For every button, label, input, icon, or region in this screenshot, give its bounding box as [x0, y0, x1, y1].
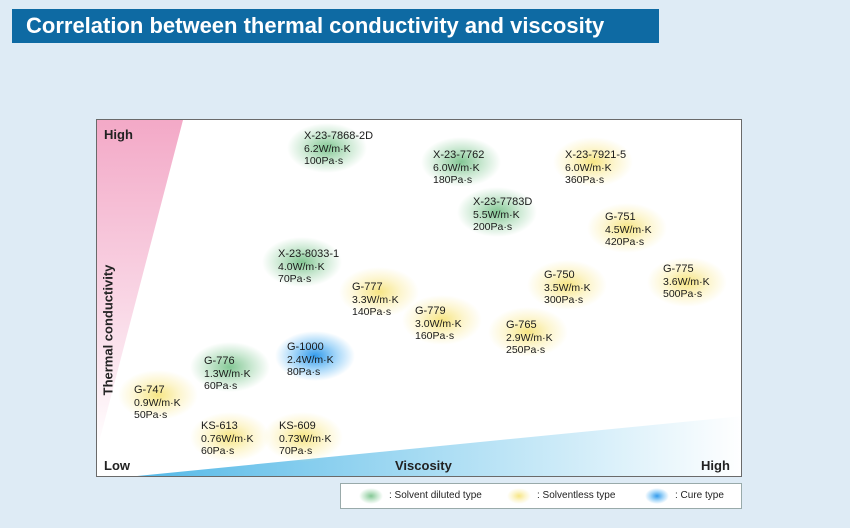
data-point-marker: [553, 137, 633, 187]
data-point-viscosity: 60Pa·s: [204, 380, 238, 392]
data-point-thermal-conductivity: 2.9W/m·K: [506, 331, 553, 344]
data-point-marker: [457, 187, 537, 237]
data-point-thermal-conductivity: 2.4W/m·K: [287, 353, 334, 366]
data-point-viscosity: 250Pa·s: [506, 344, 546, 356]
data-point-label: X-23-7762 6.0W/m·K 180Pa·s: [433, 149, 484, 187]
x-axis-high-label: High: [701, 458, 730, 473]
data-point-label: X-23-7783D 5.5W/m·K 200Pa·s: [473, 196, 532, 234]
chart-area: High Low Viscosity High Thermal conducti…: [96, 119, 742, 477]
data-point-viscosity: 80Pa·s: [287, 366, 321, 378]
data-point-viscosity: 60Pa·s: [201, 445, 235, 457]
data-point-viscosity: 420Pa·s: [605, 236, 645, 248]
legend-label: : Solventless type: [537, 490, 616, 501]
thermal-wedge: [97, 120, 183, 450]
data-point-label: G-1000 2.4W/m·K 80Pa·s: [287, 341, 334, 379]
data-point-marker: [587, 203, 667, 253]
data-point-name: X-23-7762: [433, 149, 485, 161]
data-point-marker: [287, 123, 367, 173]
x-axis-low-label: Low: [104, 458, 130, 473]
data-point-marker: [190, 342, 270, 392]
data-point-thermal-conductivity: 6.0W/m·K: [433, 161, 480, 174]
chart-title: Correlation between thermal conductivity…: [12, 9, 659, 43]
gradient-wedges: [97, 120, 741, 476]
data-point-name: KS-613: [201, 420, 238, 432]
data-point-thermal-conductivity: 3.6W/m·K: [663, 275, 710, 288]
legend-label: : Cure type: [675, 490, 724, 501]
data-point-name: G-777: [352, 281, 383, 293]
data-point-viscosity: 160Pa·s: [415, 330, 455, 342]
data-point-label: X-23-7921-5 6.0W/m·K 360Pa·s: [565, 149, 626, 187]
data-point-marker: [421, 137, 501, 187]
data-point-viscosity: 180Pa·s: [433, 174, 473, 186]
data-point-name: G-751: [605, 211, 636, 223]
data-point-marker: [275, 331, 355, 381]
data-point-viscosity: 200Pa·s: [473, 221, 513, 233]
data-point-thermal-conductivity: 0.76W/m·K: [201, 432, 254, 445]
data-point-marker: [527, 260, 607, 310]
data-point-name: X-23-8033-1: [278, 248, 340, 260]
data-point-label: G-747 0.9W/m·K 50Pa·s: [134, 384, 181, 422]
data-point-thermal-conductivity: 4.5W/m·K: [605, 223, 652, 236]
data-point-marker: [647, 257, 727, 307]
data-point-marker: [190, 412, 270, 462]
data-point-viscosity: 50Pa·s: [134, 409, 168, 421]
data-point-marker: [488, 307, 568, 357]
data-point-viscosity: 140Pa·s: [352, 306, 392, 318]
data-point-label: G-779 3.0W/m·K 160Pa·s: [415, 305, 462, 343]
legend-swatch: [507, 488, 531, 504]
data-point-name: X-23-7921-5: [565, 149, 627, 161]
data-point-name: G-779: [415, 305, 446, 317]
data-point-marker: [262, 237, 342, 287]
data-point-label: G-750 3.5W/m·K 300Pa·s: [544, 269, 591, 307]
data-point-marker: [118, 370, 198, 420]
legend-swatch: [359, 488, 383, 504]
data-point-label: G-751 4.5W/m·K 420Pa·s: [605, 211, 652, 249]
data-point-viscosity: 70Pa·s: [278, 273, 312, 285]
data-point-thermal-conductivity: 5.5W/m·K: [473, 208, 520, 221]
data-point-thermal-conductivity: 3.5W/m·K: [544, 281, 591, 294]
x-axis-title: Viscosity: [395, 458, 452, 473]
data-point-name: G-776: [204, 355, 235, 367]
data-point-thermal-conductivity: 6.2W/m·K: [304, 142, 351, 155]
data-point-thermal-conductivity: 0.9W/m·K: [134, 396, 181, 409]
data-point-viscosity: 100Pa·s: [304, 155, 344, 167]
data-point-viscosity: 500Pa·s: [663, 288, 703, 300]
data-point-viscosity: 70Pa·s: [279, 445, 313, 457]
data-point-name: X-23-7868-2D: [304, 130, 374, 142]
data-point-label: G-776 1.3W/m·K 60Pa·s: [204, 355, 251, 393]
data-point-marker: [402, 295, 482, 345]
data-point-thermal-conductivity: 0.73W/m·K: [279, 432, 332, 445]
data-point-label: X-23-8033-1 4.0W/m·K 70Pa·s: [278, 248, 339, 286]
data-point-name: G-750: [544, 269, 575, 281]
data-point-thermal-conductivity: 3.3W/m·K: [352, 293, 399, 306]
data-point-label: KS-609 0.73W/m·K 70Pa·s: [279, 420, 332, 458]
y-axis-high-label: High: [104, 127, 133, 142]
data-point-label: G-765 2.9W/m·K 250Pa·s: [506, 319, 553, 357]
data-point-thermal-conductivity: 1.3W/m·K: [204, 367, 251, 380]
data-point-viscosity: 360Pa·s: [565, 174, 605, 186]
data-point-marker: [263, 412, 343, 462]
legend: : Solvent diluted type : Solventless type…: [340, 483, 742, 509]
data-point-label: G-777 3.3W/m·K 140Pa·s: [352, 281, 399, 319]
data-point-label: KS-613 0.76W/m·K 60Pa·s: [201, 420, 254, 458]
legend-label: : Solvent diluted type: [389, 490, 482, 501]
data-point-viscosity: 300Pa·s: [544, 294, 584, 306]
data-point-thermal-conductivity: 6.0W/m·K: [565, 161, 612, 174]
viscosity-wedge: [137, 416, 741, 476]
data-point-thermal-conductivity: 4.0W/m·K: [278, 260, 325, 273]
data-point-name: X-23-7783D: [473, 196, 533, 208]
data-point-name: G-765: [506, 319, 537, 331]
data-point-label: G-775 3.6W/m·K 500Pa·s: [663, 263, 710, 301]
data-point-name: G-1000: [287, 341, 324, 353]
legend-swatch: [645, 488, 669, 504]
data-point-name: G-775: [663, 263, 694, 275]
data-point-label: X-23-7868-2D 6.2W/m·K 100Pa·s: [304, 130, 373, 168]
y-axis-title: Thermal conductivity: [100, 264, 116, 396]
data-point-name: KS-609: [279, 420, 316, 432]
data-point-thermal-conductivity: 3.0W/m·K: [415, 317, 462, 330]
data-point-name: G-747: [134, 384, 165, 396]
